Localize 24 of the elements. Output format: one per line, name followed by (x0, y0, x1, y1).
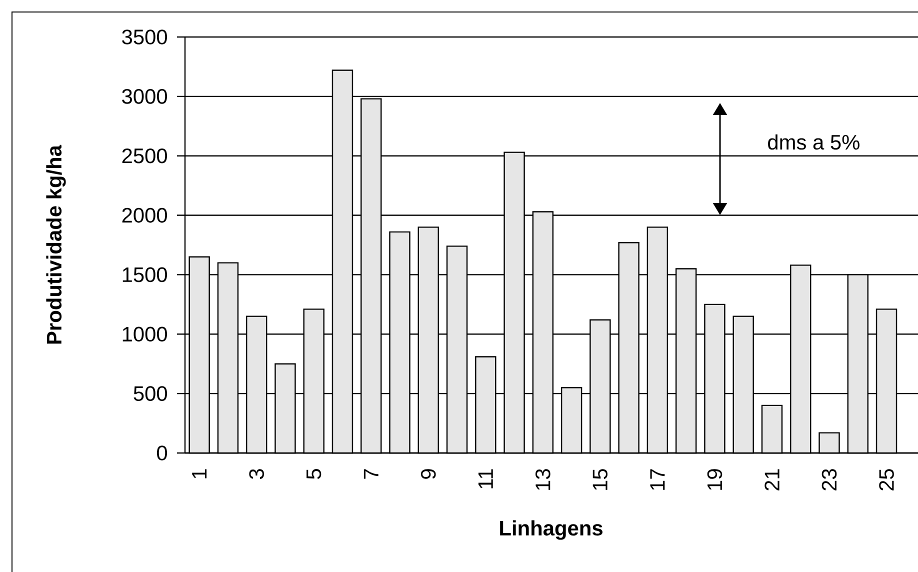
x-tick-label: 19 (707, 469, 722, 490)
x-tick-label: 25 (879, 469, 894, 490)
x-tick-label: 11 (478, 469, 493, 488)
x-tick-label: 5 (306, 469, 322, 479)
y-axis-title: Produtividade kg/ha (46, 144, 66, 344)
x-tick-label: 13 (536, 469, 550, 490)
x-tick-label: 9 (420, 469, 436, 479)
y-tick-label: 3000 (122, 89, 167, 104)
x-tick-label: 17 (650, 469, 665, 490)
y-tick-label: 1000 (122, 326, 167, 342)
x-tick-label: 21 (764, 469, 780, 490)
x-tick-label: 3 (249, 469, 264, 480)
y-tick-label: 2500 (122, 148, 167, 164)
y-tick-label: 500 (134, 386, 167, 401)
annotation: dms a 5% (768, 134, 860, 150)
x-tick-label: 15 (592, 469, 608, 490)
y-tick-label: 1500 (122, 267, 167, 282)
y-tick-label: 3500 (122, 30, 167, 44)
x-tick-label: 1 (192, 469, 207, 478)
y-tick-label: 2000 (122, 208, 167, 223)
x-tick-label: 23 (822, 469, 837, 490)
x-tick-label: 7 (364, 469, 378, 479)
y-tick-label: 0 (157, 446, 168, 460)
x-axis-title: Linhagens (500, 520, 602, 540)
